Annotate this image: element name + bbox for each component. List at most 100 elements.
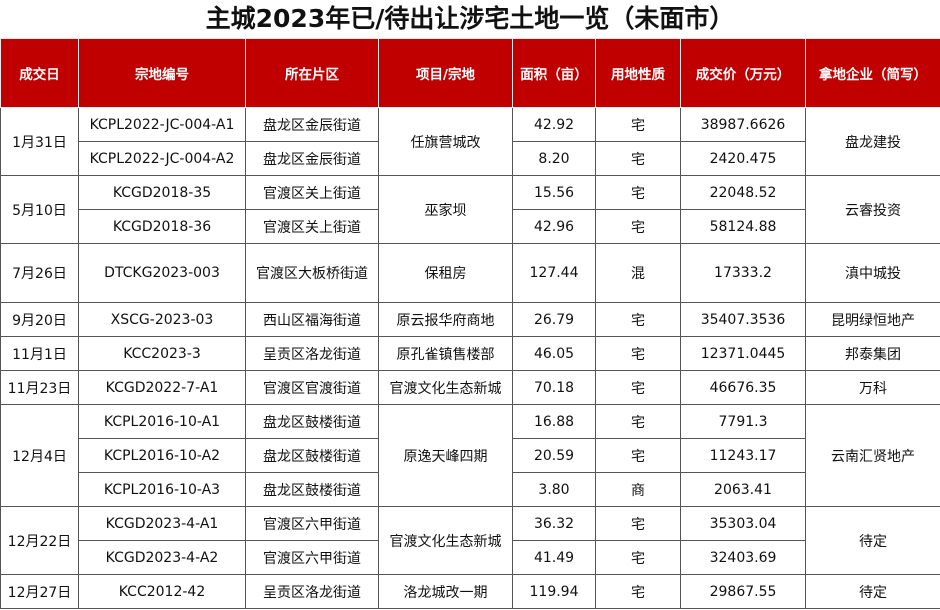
company-cell: 昆明绿恒地产	[805, 302, 940, 337]
land-use-cell: 宅	[595, 506, 681, 541]
price-cell: 7791.3	[680, 404, 806, 439]
area-cell: 70.18	[512, 370, 596, 405]
column-header-company: 拿地企业（简写）	[805, 38, 940, 108]
price-cell: 17333.2	[680, 243, 806, 303]
project-cell: 官渡文化生态新城	[378, 506, 513, 575]
column-header-district: 所在片区	[245, 38, 379, 108]
parcel-id-cell: KCGD2022-7-A1	[78, 370, 246, 405]
project-cell: 洛龙城改一期	[378, 574, 513, 609]
district-cell: 官渡区关上街道	[245, 209, 379, 244]
date-cell: 7月26日	[0, 243, 79, 303]
column-header-land-use: 用地性质	[595, 38, 681, 108]
land-use-cell: 宅	[595, 370, 681, 405]
district-cell: 官渡区六甲街道	[245, 540, 379, 575]
price-cell: 35407.3536	[680, 302, 806, 337]
district-cell: 官渡区大板桥街道	[245, 243, 379, 303]
district-cell: 盘龙区金辰街道	[245, 107, 379, 142]
column-header-price: 成交价（万元）	[680, 38, 806, 108]
table-row: 1月31日 KCPL2022-JC-004-A1 盘龙区金辰街道 任旗营城改 42.92…	[0, 107, 940, 176]
price-cell: 32403.69	[680, 540, 806, 575]
date-cell: 11月1日	[0, 336, 79, 371]
date-cell: 12月4日	[0, 404, 79, 507]
price-cell: 22048.52	[680, 175, 806, 210]
parcel-id-cell: XSCG-2023-03	[78, 302, 246, 337]
table-row: 12月4日 KCPL2016-10-A1 盘龙区鼓楼街道 原逸天峰四期 16.88 宅 77…	[0, 404, 940, 507]
company-cell: 云睿投资	[805, 175, 940, 244]
area-cell: 16.88	[512, 404, 596, 439]
land-use-cell: 宅	[595, 107, 681, 142]
district-cell: 盘龙区鼓楼街道	[245, 438, 379, 473]
price-cell: 12371.0445	[680, 336, 806, 371]
area-cell: 119.94	[512, 574, 596, 609]
district-cell: 官渡区官渡街道	[245, 370, 379, 405]
header-row: 成交日 宗地编号 所在片区 项目/宗地 面积（亩） 用地性质 成交价（万元） 拿地企业（简写）	[0, 38, 940, 108]
area-cell: 41.49	[512, 540, 596, 575]
parcel-id-cell: DTCKG2023-003	[78, 243, 246, 303]
price-cell: 11243.17	[680, 438, 806, 473]
project-cell: 任旗营城改	[378, 107, 513, 176]
project-cell: 保租房	[378, 243, 513, 303]
company-cell: 待定	[805, 506, 940, 575]
table-row: 7月26日 DTCKG2023-003 官渡区大板桥街道 保租房 127.44 混 1733…	[0, 243, 940, 303]
district-cell: 官渡区关上街道	[245, 175, 379, 210]
land-use-cell: 宅	[595, 438, 681, 473]
parcel-id-cell: KCPL2016-10-A2	[78, 438, 246, 473]
table-row: 5月10日 KCGD2018-35 官渡区关上街道 巫家坝 15.56 宅 22048.52…	[0, 175, 940, 244]
project-cell: 官渡文化生态新城	[378, 370, 513, 405]
company-cell: 万科	[805, 370, 940, 405]
table-row: KCPL2016-10-A2 盘龙区鼓楼街道 20.59 宅 11243.17	[1, 438, 940, 473]
table-row: 11月1日 KCC2023-3 呈贡区洛龙街道 原孔雀镇售楼部 46.05 宅 12371.…	[0, 336, 940, 371]
price-cell: 38987.6626	[680, 107, 806, 142]
price-cell: 35303.04	[680, 506, 806, 541]
parcel-id-cell: KCPL2022-JC-004-A1	[78, 107, 246, 142]
district-cell: 盘龙区金辰街道	[245, 141, 379, 176]
land-use-cell: 宅	[595, 302, 681, 337]
page-title: 主城2023年已/待出让涉宅土地一览（未面市）	[205, 4, 735, 33]
column-header-area: 面积（亩）	[512, 38, 596, 108]
parcel-id-cell: KCGD2018-36	[78, 209, 246, 244]
price-cell: 46676.35	[680, 370, 806, 405]
land-use-cell: 宅	[595, 404, 681, 439]
land-use-cell: 混	[595, 243, 681, 303]
land-use-cell: 商	[595, 472, 681, 507]
column-header-parcel-id: 宗地编号	[78, 38, 246, 108]
district-cell: 官渡区六甲街道	[245, 506, 379, 541]
district-cell: 呈贡区洛龙街道	[245, 336, 379, 371]
date-cell: 5月10日	[0, 175, 79, 244]
land-use-cell: 宅	[595, 336, 681, 371]
table-row: KCPL2016-10-A3 盘龙区鼓楼街道 3.80 商 2063.41	[1, 472, 940, 507]
table-row: 9月20日 XSCG-2023-03 西山区福海街道 原云报华府商地 26.79 宅 354…	[0, 302, 940, 337]
project-cell: 原孔雀镇售楼部	[378, 336, 513, 371]
table-row: KCGD2023-4-A2 官渡区六甲街道 41.49 宅 32403.69	[1, 540, 940, 575]
area-cell: 26.79	[512, 302, 596, 337]
company-cell: 盘龙建投	[805, 107, 940, 176]
parcel-id-cell: KCGD2023-4-A1	[78, 506, 246, 541]
table-row: 11月23日 KCGD2022-7-A1 官渡区官渡街道 官渡文化生态新城 70.18 宅…	[0, 370, 940, 405]
price-cell: 2063.41	[680, 472, 806, 507]
company-cell: 待定	[805, 574, 940, 609]
area-cell: 42.92	[512, 107, 596, 142]
column-header-project: 项目/宗地	[378, 38, 513, 108]
table-row: KCPL2022-JC-004-A2 盘龙区金辰街道 8.20 宅 2420.475	[1, 141, 940, 176]
company-cell: 滇中城投	[805, 243, 940, 303]
parcel-id-cell: KCPL2016-10-A3	[78, 472, 246, 507]
land-use-cell: 宅	[595, 574, 681, 609]
area-cell: 42.96	[512, 209, 596, 244]
company-cell: 云南汇贤地产	[805, 404, 940, 507]
area-cell: 36.32	[512, 506, 596, 541]
parcel-id-cell: KCPL2016-10-A1	[78, 404, 246, 439]
date-cell: 12月27日	[0, 574, 79, 609]
price-cell: 29867.55	[680, 574, 806, 609]
district-cell: 呈贡区洛龙街道	[245, 574, 379, 609]
area-cell: 15.56	[512, 175, 596, 210]
parcel-id-cell: KCGD2023-4-A2	[78, 540, 246, 575]
price-cell: 2420.475	[680, 141, 806, 176]
project-cell: 原云报华府商地	[378, 302, 513, 337]
area-cell: 46.05	[512, 336, 596, 371]
land-table: 成交日 宗地编号 所在片区 项目/宗地 面积（亩） 用地性质 成交价（万元） 拿地企业（简写）…	[0, 38, 940, 609]
parcel-id-cell: KCPL2022-JC-004-A2	[78, 141, 246, 176]
column-header-date: 成交日	[0, 38, 79, 108]
date-cell: 1月31日	[0, 107, 79, 176]
land-use-cell: 宅	[595, 209, 681, 244]
table-row: 12月27日 KCC2012-42 呈贡区洛龙街道 洛龙城改一期 119.94 宅 2986…	[0, 574, 940, 609]
